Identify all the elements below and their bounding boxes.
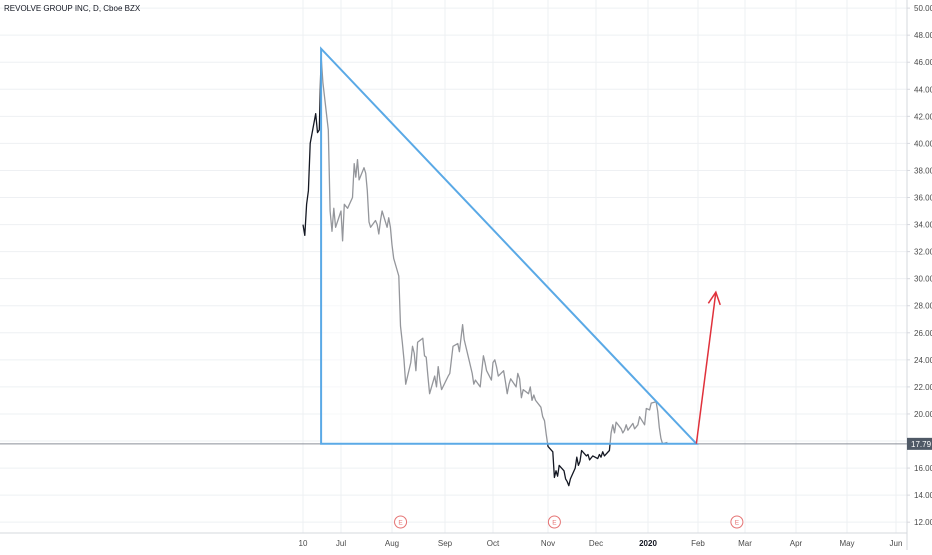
- price-tick-label: 36.00: [914, 194, 932, 203]
- price-tick-label: 22.00: [914, 383, 932, 392]
- time-tick-label: Jul: [336, 539, 346, 548]
- time-tick-label: Apr: [790, 539, 803, 548]
- price-tick-label: 42.00: [914, 112, 932, 121]
- price-tick-label: 16.00: [914, 464, 932, 473]
- price-tick-label: 50.00: [914, 4, 932, 13]
- time-tick-label: May: [839, 539, 854, 548]
- earnings-marker-label: E: [552, 520, 557, 527]
- time-tick-label: Nov: [541, 539, 555, 548]
- earnings-marker-label: E: [735, 520, 740, 527]
- price-tick-label: 20.00: [914, 410, 932, 419]
- time-tick-label: Feb: [691, 539, 705, 548]
- earnings-marker[interactable]: [730, 515, 744, 529]
- price-axis[interactable]: 12.0014.0016.0018.0020.0022.0024.0026.00…: [907, 4, 932, 527]
- time-tick-label: Aug: [385, 539, 399, 548]
- price-tick-label: 34.00: [914, 221, 932, 230]
- price-tick-label: 30.00: [914, 275, 932, 284]
- chart-title: REVOLVE GROUP INC, D, Cboe BZX: [4, 4, 141, 13]
- price-tick-label: 32.00: [914, 248, 932, 257]
- price-tick-label: 44.00: [914, 85, 932, 94]
- time-tick-label: Dec: [589, 539, 603, 548]
- time-tick-label: 10: [299, 539, 308, 548]
- time-tick-label: Sep: [438, 539, 453, 548]
- price-tick-label: 24.00: [914, 356, 932, 365]
- time-tick-label: Jun: [890, 539, 903, 548]
- price-tick-label: 38.00: [914, 166, 932, 175]
- arrow-drawing[interactable]: [695, 292, 717, 444]
- time-tick-label: 2020: [639, 539, 657, 548]
- drawings[interactable]: [320, 46, 721, 445]
- price-tick-label: 28.00: [914, 302, 932, 311]
- earnings-marker[interactable]: [547, 515, 561, 529]
- price-tick-label: 14.00: [914, 491, 932, 500]
- triangle-drawing[interactable]: [320, 46, 699, 445]
- time-axis[interactable]: 10 Jul Aug Sep Oct Nov Dec 2020 Feb Mar Apr May Jun: [299, 539, 903, 548]
- price-tick-label: 26.00: [914, 329, 932, 338]
- earnings-marker-label: E: [398, 520, 403, 527]
- last-price-badge: [907, 437, 932, 450]
- price-tick-label: 40.00: [914, 139, 932, 148]
- price-tick-label: 12.00: [914, 518, 932, 527]
- arrow-head: [707, 290, 721, 306]
- last-price-value: 17.79: [911, 440, 932, 449]
- time-tick-label: Mar: [738, 539, 752, 548]
- price-tick-label: 48.00: [914, 31, 932, 40]
- time-tick-label: Oct: [487, 539, 500, 548]
- earnings-marker[interactable]: [394, 515, 408, 529]
- price-tick-label: 46.00: [914, 58, 932, 67]
